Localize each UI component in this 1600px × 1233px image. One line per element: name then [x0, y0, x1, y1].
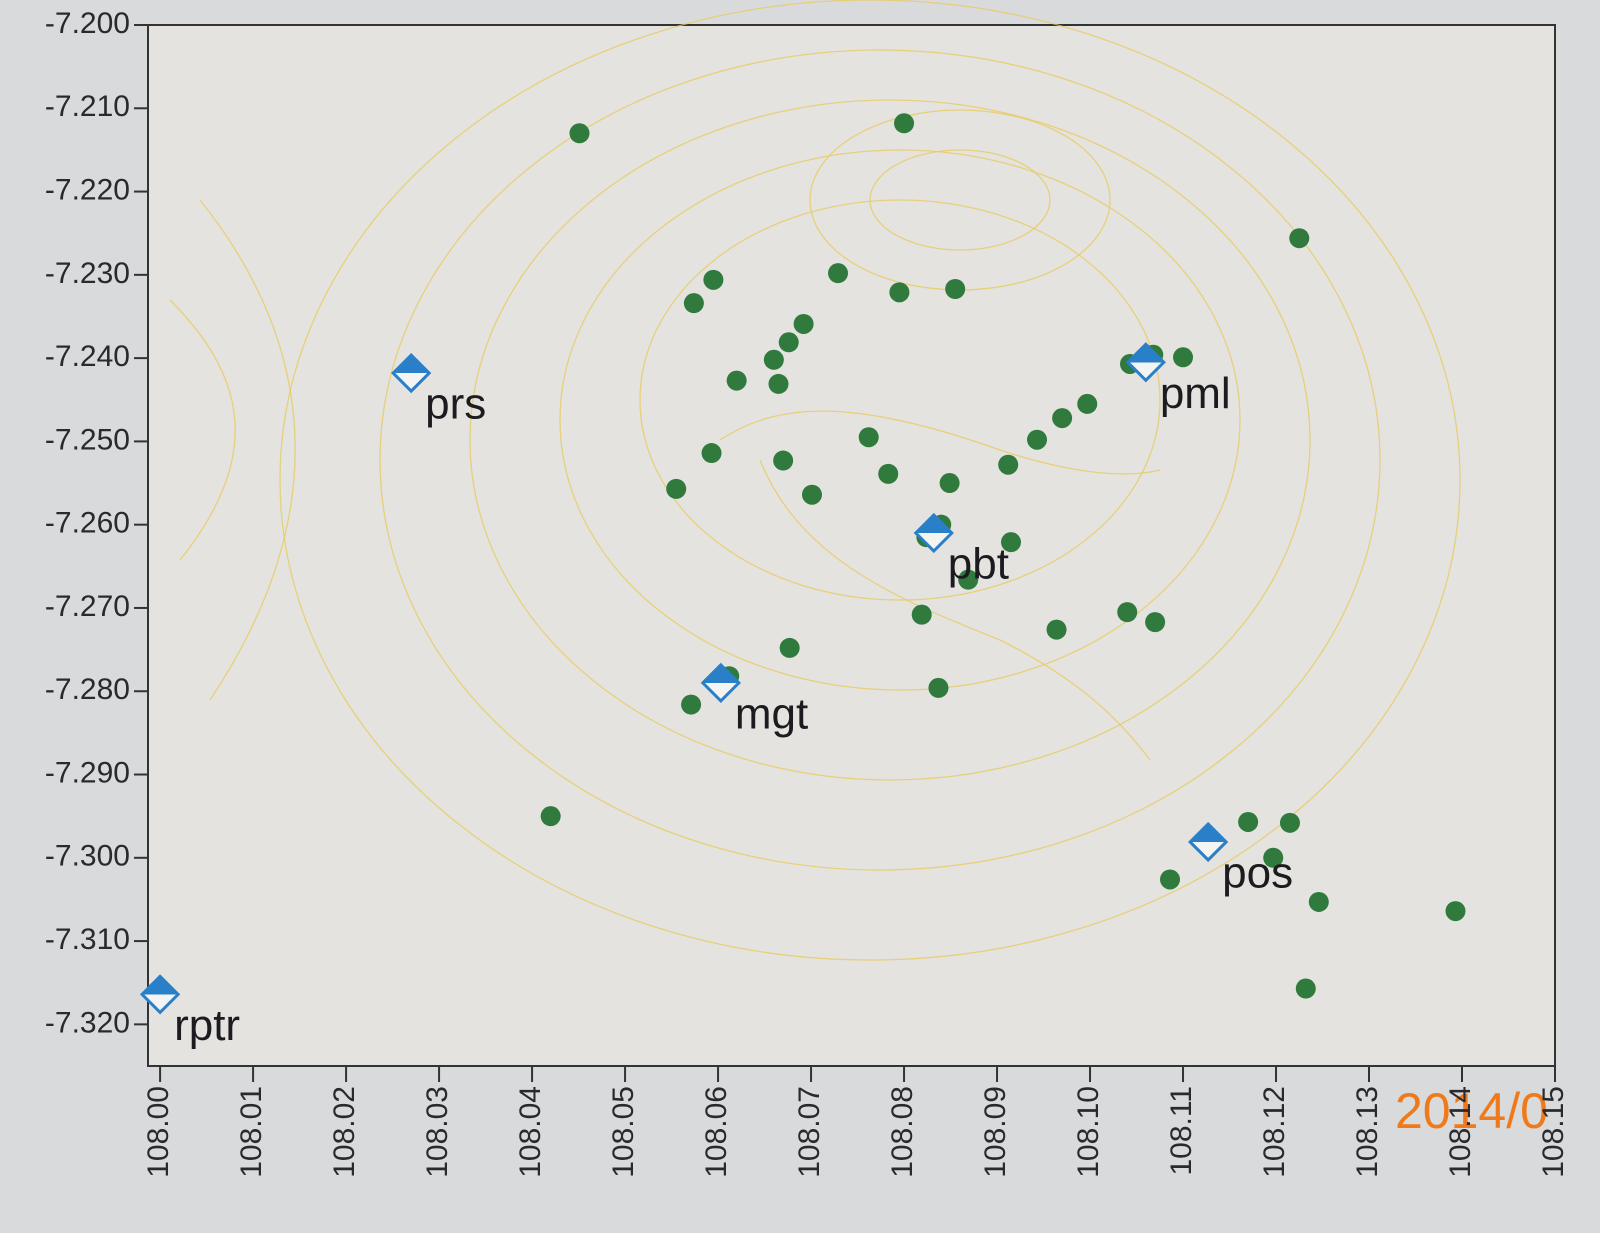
station-label: mgt: [735, 690, 808, 739]
event-point: [703, 270, 723, 290]
event-point: [928, 678, 948, 698]
y-tick-label: -7.220: [45, 173, 130, 206]
x-tick-label: 108.06: [700, 1086, 733, 1178]
event-point: [768, 374, 788, 394]
event-point: [1047, 620, 1067, 640]
x-tick-label: 108.13: [1351, 1086, 1384, 1178]
event-point: [1027, 430, 1047, 450]
x-tick-label: 108.11: [1165, 1086, 1198, 1176]
event-point: [727, 371, 747, 391]
event-point: [1160, 869, 1180, 889]
event-point: [912, 605, 932, 625]
x-tick-label: 108.08: [886, 1086, 919, 1178]
event-point: [1296, 979, 1316, 999]
x-tick-label: 108.07: [793, 1086, 826, 1178]
station-label: pml: [1160, 369, 1231, 418]
event-point: [681, 695, 701, 715]
y-tick-label: -7.250: [45, 423, 130, 456]
x-tick-label: 108.04: [514, 1086, 547, 1178]
event-point: [878, 464, 898, 484]
event-point: [702, 443, 722, 463]
x-tick-label: 108.05: [607, 1086, 640, 1178]
y-tick-label: -7.280: [45, 673, 130, 706]
page: {"chart_data": { "type": "scatter", "xli…: [0, 0, 1600, 1233]
x-tick-label: 108.12: [1258, 1086, 1291, 1178]
event-point: [541, 806, 561, 826]
x-tick-label: 108.03: [421, 1086, 454, 1178]
event-point: [859, 427, 879, 447]
event-point: [1238, 812, 1258, 832]
event-point: [1077, 394, 1097, 414]
event-point: [894, 113, 914, 133]
y-tick-label: -7.320: [45, 1006, 130, 1039]
y-tick-label: -7.300: [45, 840, 130, 873]
y-tick-label: -7.200: [45, 7, 130, 40]
event-point: [1145, 612, 1165, 632]
event-point: [1173, 347, 1193, 367]
event-point: [1445, 901, 1465, 921]
event-point: [780, 638, 800, 658]
event-point: [1280, 813, 1300, 833]
event-point: [569, 123, 589, 143]
x-tick-label: 108.14: [1444, 1086, 1477, 1178]
event-point: [764, 350, 784, 370]
y-tick-label: -7.310: [45, 923, 130, 956]
station-label: pos: [1222, 849, 1293, 898]
x-tick-label: 108.10: [1072, 1086, 1105, 1178]
event-point: [666, 479, 686, 499]
y-tick-label: -7.230: [45, 257, 130, 290]
x-tick-label: 108.15: [1537, 1086, 1570, 1178]
y-tick-label: -7.260: [45, 507, 130, 540]
event-point: [1052, 408, 1072, 428]
event-point: [802, 485, 822, 505]
event-point: [940, 473, 960, 493]
chart: 2014/0 -7.200-7.210-7.220-7.230-7.240-7.…: [0, 0, 1600, 1233]
event-point: [945, 279, 965, 299]
y-tick-label: -7.240: [45, 340, 130, 373]
event-point: [1309, 892, 1329, 912]
event-point: [828, 263, 848, 283]
event-point: [684, 293, 704, 313]
y-tick-label: -7.210: [45, 90, 130, 123]
station-label: pbt: [948, 540, 1009, 589]
x-tick-label: 108.02: [328, 1086, 361, 1178]
event-point: [1289, 228, 1309, 248]
event-point: [1117, 602, 1137, 622]
event-point: [794, 314, 814, 334]
y-tick-label: -7.270: [45, 590, 130, 623]
station-label: rptr: [174, 1001, 240, 1050]
x-tick-label: 108.01: [235, 1086, 268, 1178]
station-label: prs: [425, 380, 486, 429]
x-tick-label: 108.00: [142, 1086, 175, 1178]
event-point: [779, 332, 799, 352]
y-tick-label: -7.290: [45, 756, 130, 789]
event-point: [773, 451, 793, 471]
event-point: [998, 455, 1018, 475]
x-tick-label: 108.09: [979, 1086, 1012, 1178]
plot-area: [148, 25, 1555, 1066]
event-point: [889, 282, 909, 302]
